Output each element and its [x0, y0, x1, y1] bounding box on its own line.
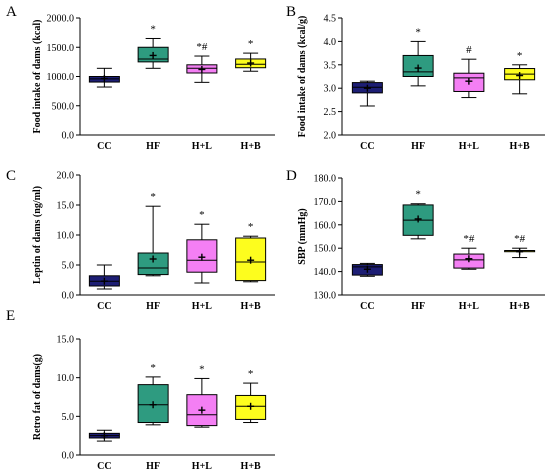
x-category-label: CC [97, 461, 111, 471]
y-tick-label: 170.0 [314, 197, 337, 208]
x-category-label: CC [360, 301, 374, 312]
y-axis-label: Food intake of dams (kcal) [32, 20, 43, 134]
y-tick-label: 0.0 [62, 131, 75, 142]
y-axis-label: Retro fat of dams(g) [32, 354, 43, 440]
y-tick-label: 180.0 [314, 174, 337, 185]
box-h-b: * [235, 368, 267, 424]
x-category-label: H+L [192, 461, 212, 471]
y-tick-label: 10.0 [57, 373, 75, 384]
box-h-b: * [504, 50, 536, 95]
x-category-label: HF [146, 461, 160, 471]
box-hf: * [137, 362, 169, 426]
significance-annotation: * [150, 362, 156, 374]
x-category-label: H+B [510, 141, 530, 152]
y-tick-label: 140.0 [314, 267, 337, 278]
y-tick-label: 5.0 [62, 261, 75, 272]
y-tick-label: 4.5 [324, 14, 337, 25]
y-tick-label: 0.0 [62, 291, 75, 302]
significance-annotation: # [466, 44, 472, 56]
panel-c: C Leptin of dams (ng/ml) 0.0 5.0 10.0 15.0 20.… [6, 168, 275, 312]
box-rect [137, 252, 169, 276]
y-tick-label: 3.0 [324, 84, 337, 95]
panel-letter: B [286, 4, 296, 20]
panel-letter: E [6, 308, 15, 324]
panel-d: D SBP (mmHg) 130.0 140.0 150.0 160.0 170.0 180.… [286, 168, 545, 312]
x-category-label: HF [411, 141, 425, 152]
panel-a: A Food intake of dams (kcal) 0.0 500.0 1000.… [6, 4, 275, 152]
box-hf: * [402, 189, 434, 240]
y-tick-label: 15.0 [57, 201, 75, 212]
y-tick-label: 5.0 [62, 412, 75, 423]
box-h-b: *# [504, 233, 536, 259]
y-tick-label: 160.0 [314, 220, 337, 231]
y-tick-label: 1500.0 [47, 43, 75, 54]
box-hf: * [137, 191, 169, 277]
box-h-l: * [186, 363, 218, 428]
significance-annotation: * [248, 368, 254, 380]
box-cc [88, 264, 120, 290]
x-category-label: H+L [192, 141, 212, 152]
panel-e: E Retro fat of dams(g) 0.0 5.0 10.0 15.0 CC * HF… [6, 308, 275, 471]
box-h-l: *# [186, 41, 218, 83]
y-tick-label: 3.5 [324, 60, 337, 71]
box-cc [351, 262, 383, 277]
x-category-label: H+B [241, 141, 261, 152]
box-cc [351, 80, 383, 107]
y-tick-label: 2000.0 [47, 14, 75, 25]
significance-annotation: *# [514, 233, 526, 245]
x-category-label: H+B [241, 461, 261, 471]
significance-annotation: * [150, 191, 156, 203]
panel-letter: D [286, 168, 297, 184]
y-tick-label: 1000.0 [47, 72, 75, 83]
y-tick-label: 500.0 [52, 101, 75, 112]
x-category-label: CC [360, 141, 374, 152]
y-tick-label: 150.0 [314, 244, 337, 255]
x-category-label: H+B [241, 301, 261, 312]
box-h-b: * [235, 38, 267, 72]
significance-annotation: * [199, 209, 205, 221]
x-category-label: HF [146, 301, 160, 312]
x-category-label: HF [146, 141, 160, 152]
panel-letter: C [6, 168, 16, 184]
y-tick-label: 0.0 [62, 451, 75, 462]
y-tick-label: 130.0 [314, 291, 337, 302]
box-cc [88, 429, 120, 442]
significance-annotation: * [415, 26, 421, 38]
y-tick-label: 15.0 [57, 335, 75, 346]
significance-annotation: *# [196, 41, 208, 53]
significance-annotation: * [199, 363, 205, 375]
x-category-label: H+B [510, 301, 530, 312]
y-tick-label: 2.0 [324, 131, 337, 142]
significance-annotation: * [415, 189, 421, 201]
significance-annotation: * [248, 38, 254, 50]
x-category-label: H+L [192, 301, 212, 312]
box-h-b: * [235, 221, 267, 283]
x-category-label: H+L [459, 301, 479, 312]
y-tick-label: 4.0 [324, 37, 337, 48]
y-tick-label: 2.5 [324, 107, 337, 118]
y-axis-label: SBP (mmHg) [297, 208, 308, 264]
x-category-label: CC [97, 141, 111, 152]
box-hf: * [402, 26, 434, 87]
significance-annotation: * [517, 50, 523, 62]
panel-letter: A [6, 4, 17, 20]
y-tick-label: 20.0 [57, 171, 75, 182]
x-category-label: H+L [459, 141, 479, 152]
significance-annotation: * [248, 221, 254, 233]
y-axis-label: Food intake of dams (kcal/g) [297, 16, 308, 138]
x-category-label: HF [411, 301, 425, 312]
box-h-l: * [186, 209, 218, 284]
y-axis-label: Leptin of dams (ng/ml) [32, 186, 43, 284]
box-cc [88, 67, 120, 88]
box-hf: * [137, 23, 169, 69]
box-h-l: # [453, 44, 485, 99]
y-tick-label: 10.0 [57, 231, 75, 242]
box-h-l: *# [453, 233, 485, 270]
significance-annotation: * [150, 23, 156, 35]
x-category-label: CC [97, 301, 111, 312]
significance-annotation: *# [463, 233, 475, 245]
